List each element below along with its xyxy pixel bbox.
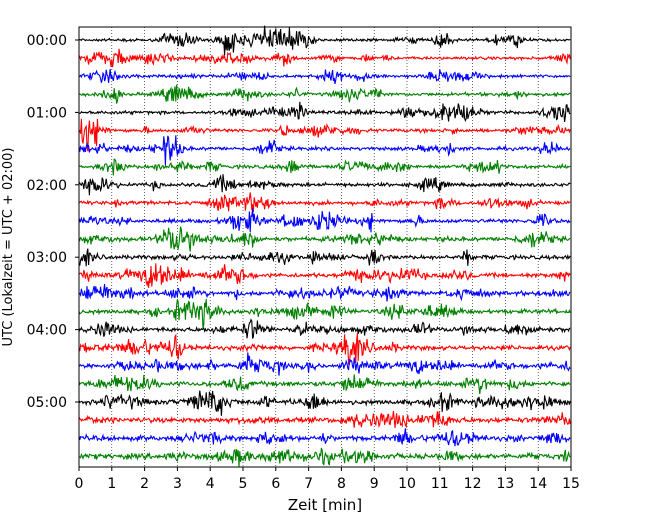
trace-line: [78, 410, 571, 429]
y-tick-label: 00:00: [27, 33, 67, 49]
trace-line: [78, 352, 571, 376]
trace-line: [78, 208, 571, 233]
y-axis-label: UTC (Lokalzeit = UTC + 02:00): [1, 148, 16, 347]
y-tick-label: 04:00: [27, 323, 67, 339]
x-tick-label: 0: [75, 476, 84, 492]
x-tick-label: 12: [464, 476, 482, 492]
x-tick-label: 15: [562, 476, 580, 492]
trace-line: [78, 428, 571, 447]
x-tick-label: 10: [398, 476, 416, 492]
y-tick-label: 01:00: [27, 105, 67, 121]
x-tick-label: 1: [107, 476, 116, 492]
trace-line: [78, 333, 571, 366]
trace-line: [78, 101, 571, 122]
trace-line: [78, 84, 571, 104]
x-tick-label: 4: [206, 476, 215, 492]
trace-line: [78, 118, 571, 152]
trace-line: [78, 318, 571, 339]
y-tick-label: 02:00: [27, 178, 67, 194]
trace-line: [78, 263, 571, 288]
trace-line: [78, 48, 571, 68]
trace-line: [78, 298, 571, 329]
x-axis-ticks: 0 1 2 3 4 5 6 7 8 9 10 11 12 13 14 15: [75, 467, 580, 492]
trace-line: [78, 135, 571, 166]
trace-line: [78, 374, 571, 395]
trace-line: [78, 68, 571, 85]
x-tick-label: 3: [173, 476, 182, 492]
y-tick-label: 03:00: [27, 250, 67, 266]
trace-line: [78, 192, 571, 212]
x-axis-label: Zeit [min]: [288, 496, 362, 514]
x-tick-label: 6: [271, 476, 280, 492]
x-tick-label: 13: [496, 476, 514, 492]
x-tick-label: 9: [370, 476, 379, 492]
x-tick-label: 7: [304, 476, 313, 492]
x-tick-label: 5: [239, 476, 248, 492]
trace-line: [78, 390, 571, 416]
trace-line: [78, 283, 571, 302]
trace-line: [78, 447, 571, 467]
plot-frame: [78, 26, 572, 468]
trace-line: [78, 25, 571, 56]
x-tick-label: 14: [529, 476, 547, 492]
seismic-traces: [78, 25, 571, 467]
y-tick-label: 05:00: [27, 395, 67, 411]
trace-line: [78, 226, 571, 252]
x-tick-label: 11: [431, 476, 449, 492]
trace-line: [78, 248, 571, 267]
trace-line: [78, 158, 571, 176]
x-tick-label: 8: [337, 476, 346, 492]
x-tick-label: 2: [140, 476, 149, 492]
trace-line: [78, 174, 571, 196]
y-axis-ticks: 00:00 01:00 02:00 03:00 04:00 05:00: [27, 33, 79, 411]
